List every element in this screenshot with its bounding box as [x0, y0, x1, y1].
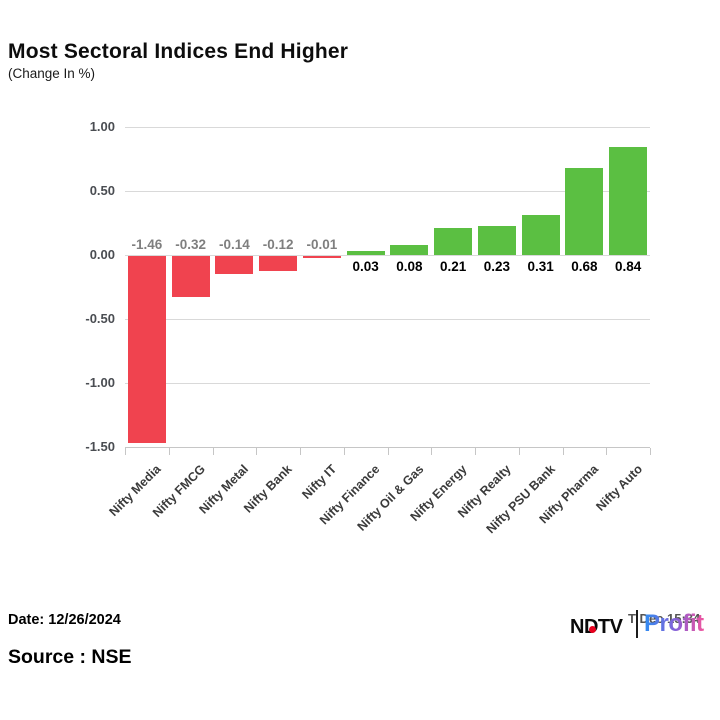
date-label: Date: 12/26/2024: [8, 612, 121, 628]
x-axis-tick: [343, 448, 345, 455]
ndtv-red-dot-icon: [589, 626, 596, 633]
bar-nifty-bank: [259, 256, 298, 272]
bar-nifty-auto: [609, 147, 648, 255]
gridline: [125, 127, 650, 128]
y-axis-tick-label: 1.00: [89, 119, 115, 134]
bar-nifty-finance: [346, 251, 385, 255]
gridline: [125, 255, 650, 256]
ndtv-profit-logo: T Dec 15:34 NDTV Profit: [570, 610, 712, 648]
bar-value-label: 0.21: [439, 259, 467, 274]
bar-nifty-media: [127, 256, 166, 443]
x-axis-category-label: Nifty IT: [298, 462, 339, 502]
bar-value-label: 0.23: [483, 259, 511, 274]
profit-logo-text: Profit: [644, 610, 704, 637]
bar-value-label: 0.84: [614, 259, 642, 274]
bar-nifty-metal: [215, 256, 254, 274]
bar-nifty-pharma: [565, 167, 604, 255]
bar-value-label: -0.32: [175, 237, 207, 252]
source-label: Source : NSE: [8, 646, 132, 668]
x-axis-tick: [562, 448, 564, 455]
bar-value-label: 0.68: [571, 259, 598, 274]
gridline: [125, 191, 650, 192]
x-axis-tick: [518, 448, 520, 455]
bar-value-label: 0.03: [352, 259, 379, 274]
bar-value-label: -0.01: [306, 237, 338, 252]
bar-nifty-oil-gas: [390, 244, 429, 255]
x-axis-tick: [125, 448, 126, 455]
bar-nifty-psu-bank: [521, 215, 560, 255]
x-axis-tick: [475, 448, 476, 455]
x-axis-tick: [256, 448, 258, 455]
gridline: [125, 383, 650, 384]
bar-value-label: 0.08: [396, 259, 423, 274]
y-axis-tick-label: 0.50: [89, 183, 115, 198]
chart-subtitle: (Change In %): [8, 66, 96, 81]
logo-divider: [636, 610, 638, 638]
y-axis-tick-label: -1.50: [85, 439, 115, 454]
bar-nifty-fmcg: [171, 256, 210, 297]
x-axis-tick: [300, 448, 301, 455]
ndtv-logo-text: NDTV: [570, 616, 623, 638]
y-axis-tick-label: 0.00: [89, 247, 115, 262]
x-axis-line: [125, 447, 650, 448]
y-axis-tick-label: -0.50: [85, 311, 115, 326]
bar-value-label: -1.46: [131, 237, 163, 252]
y-axis-tick-label: -1.00: [85, 375, 115, 390]
x-axis-tick: [387, 448, 389, 455]
bar-value-label: -0.14: [218, 237, 250, 252]
x-axis-tick: [212, 448, 214, 455]
chart-title: Most Sectoral Indices End Higher: [8, 40, 349, 63]
bar-value-label: 0.31: [527, 259, 554, 274]
bar-value-label: -0.12: [262, 237, 294, 252]
gridline: [125, 319, 650, 320]
timestamp-overlay: T Dec 15:34: [628, 611, 700, 626]
bar-nifty-energy: [434, 228, 473, 255]
bar-nifty-it: [302, 256, 341, 258]
bar-nifty-realty: [477, 225, 516, 255]
x-axis-tick: [431, 448, 433, 455]
x-axis-tick: [168, 448, 170, 455]
x-axis-tick: [606, 448, 608, 455]
x-axis-category-label: Nifty Auto: [593, 462, 646, 514]
x-axis-tick: [650, 448, 651, 455]
